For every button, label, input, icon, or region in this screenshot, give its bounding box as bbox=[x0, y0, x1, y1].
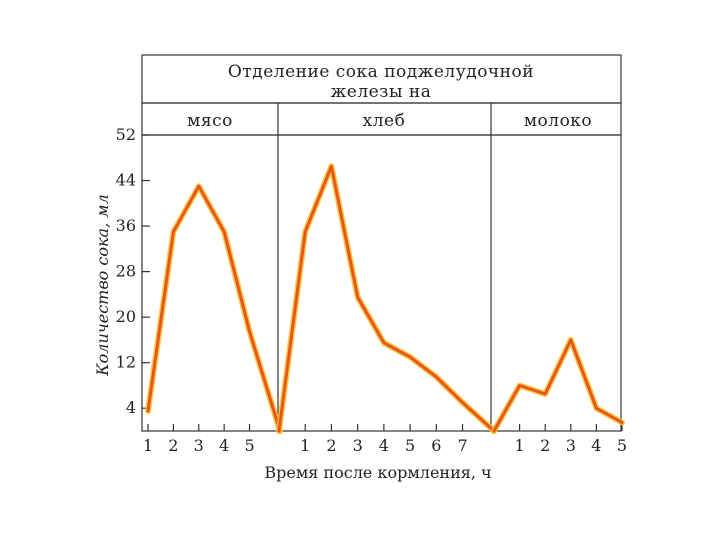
x-tick-label: 1 bbox=[143, 436, 153, 455]
x-tick-label: 3 bbox=[353, 436, 363, 455]
x-tick-label: 2 bbox=[168, 436, 178, 455]
x-tick-label: 3 bbox=[194, 436, 204, 455]
x-tick-label: 5 bbox=[405, 436, 415, 455]
series-line-1 bbox=[277, 164, 496, 433]
x-tick-label: 4 bbox=[591, 436, 601, 455]
y-tick-label: 12 bbox=[116, 353, 136, 372]
x-tick-label: 6 bbox=[431, 436, 441, 455]
panel-label-milk: молоко bbox=[524, 111, 592, 131]
y-tick-label: 4 bbox=[126, 398, 136, 417]
series-line-2 bbox=[492, 338, 624, 433]
y-tick-label: 44 bbox=[116, 171, 136, 190]
y-tick-label: 36 bbox=[116, 216, 136, 235]
x-tick-label: 3 bbox=[566, 436, 576, 455]
x-tick-label: 7 bbox=[457, 436, 467, 455]
x-tick-label: 4 bbox=[379, 436, 389, 455]
x-tick-label: 1 bbox=[300, 436, 310, 455]
chart-title-line-2: железы на bbox=[331, 82, 432, 102]
series-glow-0 bbox=[145, 183, 283, 434]
x-tick-label: 5 bbox=[244, 436, 254, 455]
x-axis-title: Время после кормления, ч bbox=[264, 463, 491, 482]
plot-frame bbox=[141, 134, 622, 432]
x-tick-label: 1 bbox=[515, 436, 525, 455]
series-glow-1 bbox=[276, 163, 497, 434]
y-axis-title: Количество сока, мл bbox=[93, 194, 112, 376]
x-tick-label: 2 bbox=[540, 436, 550, 455]
panel-label-bread: хлеб bbox=[363, 111, 406, 131]
panel-label-meat: мясо bbox=[187, 111, 233, 131]
x-tick-label: 4 bbox=[219, 436, 229, 455]
chart-title-line-1: Отделение сока поджелудочной bbox=[228, 62, 534, 82]
series-glow-2 bbox=[491, 336, 625, 434]
x-tick-label: 2 bbox=[326, 436, 336, 455]
y-tick-label: 20 bbox=[116, 307, 136, 326]
data-series bbox=[145, 163, 625, 434]
y-tick-label: 52 bbox=[116, 125, 136, 144]
x-tick-label: 5 bbox=[617, 436, 627, 455]
series-line-0 bbox=[146, 184, 282, 433]
y-tick-label: 28 bbox=[116, 262, 136, 281]
y-axis: 4 12 20 28 36 44 52 bbox=[116, 125, 150, 417]
